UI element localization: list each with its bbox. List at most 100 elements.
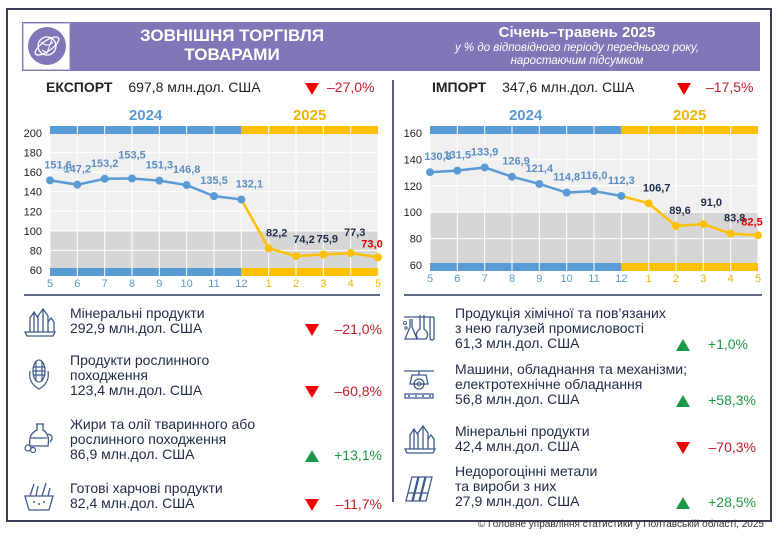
down-arrow-icon [676,441,690,459]
header-left: ЗОВНІШНЯ ТОРГІВЛЯ ТОВАРАМИ [22,22,394,71]
data-label: 131,5 [444,150,472,162]
globe-icon [28,27,66,65]
item-name-line: Мінеральні продукти [70,305,205,321]
export-summary: ЕКСПОРТ 697,8 млн.дол. США [46,79,261,99]
down-arrow-icon [305,498,319,516]
data-label: 114,8 [553,172,580,184]
data-label: 146,8 [173,164,201,176]
header-right: Січень–травень 2025 у % до відповідного … [394,22,760,71]
y-tick-label: 80 [30,245,42,257]
x-tick-label: 1 [646,273,652,285]
data-point [292,252,300,261]
series-line-2025 [240,198,379,259]
data-label: 153,5 [118,150,146,162]
period-subtitle: у % до відповідного періоду переднього р… [394,42,760,68]
x-tick-label: 9 [156,278,162,290]
data-point [508,172,516,181]
copyright-footer: © Головне управління статистики у Полтав… [477,519,764,530]
x-tick-label: 2 [673,273,679,285]
year-band-2024-top [50,126,242,134]
y-tick-label: 200 [24,128,42,140]
period-title: Січень–травень 2025 [498,24,656,41]
item-value: 123,4 млн.дол. США [70,382,203,398]
y-tick-label: 120 [24,206,42,218]
machinery-icon [402,366,436,400]
data-label: 83,8 [724,213,745,225]
x-tick-label: 4 [728,273,734,285]
y-tick-label: 160 [24,167,42,179]
data-point [155,176,164,185]
series-line-2024 [429,166,622,198]
crystals-icon [402,423,437,457]
year-band-2025-bottom [621,263,758,271]
data-point [46,176,54,185]
y-tick-label: 120 [404,181,422,193]
item-name-line: Недорогоцінні метали [455,463,598,479]
export-value: 697,8 млн.дол. США [128,79,261,95]
data-point [319,250,328,259]
year-band-2025-bottom [241,268,378,276]
year-band-2024-bottom [430,263,622,271]
data-label: 135,5 [200,175,228,187]
item-change: –60,8% [334,383,382,399]
series-line-2024 [49,177,242,201]
import-summary: ІМПОРТ 347,6 млн.дол. США [432,79,634,99]
title-line-2: ТОВАРАМИ [184,45,280,64]
item-value: 292,9 млн.дол. США [70,320,203,336]
item-change: +58,3% [708,392,756,408]
item-value: 27,9 млн.дол. США [455,493,580,509]
y-tick-label: 160 [404,128,422,140]
item-change: –21,0% [334,321,382,337]
oil-bottle-icon [22,420,56,454]
year-band-2025-top [241,126,378,134]
up-arrow-icon [676,496,690,514]
year-label-2024: 2024 [509,107,543,124]
item-change: +1,0% [707,336,748,352]
logo [23,23,70,70]
x-tick-label: 2 [293,278,299,290]
data-point [346,249,355,258]
data-point [264,244,273,253]
item-value: 86,9 млн.дол. США [70,446,195,462]
page-title: ЗОВНІШНЯ ТОРГІВЛЯ ТОВАРАМИ [70,26,394,64]
title-line-1: ЗОВНІШНЯ ТОРГІВЛЯ [139,26,325,45]
data-point [374,253,382,262]
year-band-2024-bottom [50,268,242,276]
x-tick-label: 12 [615,273,627,285]
data-label: 106,7 [643,182,671,194]
item-name-line: Продукція хімічної та пов’язаних [455,305,666,321]
x-tick-label: 10 [561,273,573,285]
data-point [210,192,218,201]
data-label: 73,0 [361,238,382,250]
export-item: Мінеральні продукти 292,9 млн.дол. США [70,306,205,336]
data-point [73,180,82,189]
data-label: 89,6 [669,205,690,217]
year-band-2025-top [621,126,758,134]
import-change: –17,5% [706,79,754,95]
x-tick-label: 8 [509,273,515,285]
y-tick-label: 60 [30,265,42,277]
export-item: Готові харчові продукти 82,4 млн.дол. США [70,481,223,511]
item-name-line: Готові харчові продукти [70,480,223,496]
chemistry-icon [402,311,436,345]
year-label-2024: 2024 [129,107,163,124]
item-name-line: Продукти рослинного [70,352,210,368]
x-tick-label: 6 [74,278,80,290]
up-arrow-icon [305,449,319,467]
item-name-line: з нею галузей промисловості [455,320,645,336]
x-tick-label: 3 [700,273,706,285]
item-name-line: та вироби з них [455,478,557,494]
x-tick-label: 11 [588,273,599,285]
import-item: Продукція хімічної та пов’язаних з нею га… [455,306,666,351]
x-tick-label: 12 [235,278,247,290]
y-tick-label: 100 [24,226,42,238]
up-arrow-icon [676,338,690,356]
data-point [562,188,571,197]
data-point [237,195,246,204]
column-divider [392,80,394,502]
data-label: 132,1 [236,178,264,190]
item-change: –11,7% [335,496,382,512]
x-tick-label: 3 [320,278,326,290]
data-label: 151,6 [44,159,72,171]
